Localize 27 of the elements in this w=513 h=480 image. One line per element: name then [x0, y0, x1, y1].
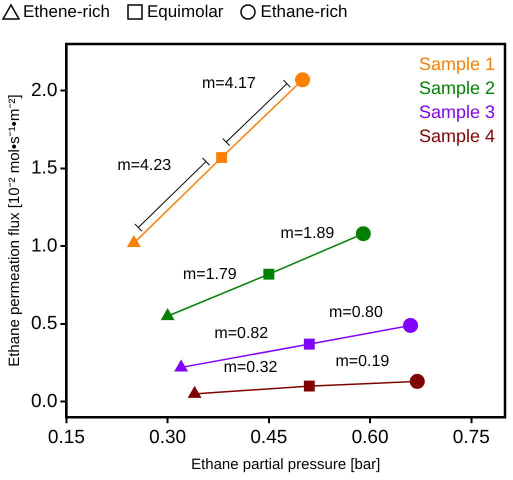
annotation: m=0.80	[329, 304, 383, 322]
text: Sample 3	[418, 101, 495, 124]
y-tick-label: 0.0	[30, 390, 58, 412]
annotation: m=1.79	[182, 266, 237, 284]
x-tick-label: 0.45	[250, 426, 288, 448]
text: Equimolar	[146, 2, 224, 22]
y-tick-label: 1.0	[30, 235, 58, 256]
text: Sample 4	[418, 125, 495, 148]
annotation: m=4.23	[117, 156, 172, 175]
x-tick-label: 0.30	[149, 426, 186, 448]
y-tick-label: 0.5	[30, 313, 58, 334]
y-axis-title: Ethane permeation flux [10⁻² mol•s⁻¹•m⁻²]	[6, 94, 24, 367]
text: Sample 1	[418, 53, 495, 76]
annotation: m=0.32	[224, 359, 278, 378]
text: Ethene-rich	[23, 2, 110, 22]
annotation: m=0.82	[214, 325, 268, 344]
text: Sample 2	[418, 77, 495, 100]
text: Ethane-rich	[260, 2, 348, 22]
annotation: m=1.89	[280, 224, 334, 243]
annotation: m=4.17	[202, 75, 256, 94]
x-axis-title: Ethane partial pressure [bar]	[191, 456, 380, 474]
x-tick-label: 0.75	[452, 426, 490, 448]
annotation: m=0.19	[335, 352, 390, 371]
x-tick-label: 0.60	[352, 426, 389, 448]
x-tick-label: 0.15	[48, 426, 85, 448]
y-tick-label: 2.0	[30, 80, 58, 101]
y-tick-label: 1.5	[30, 158, 58, 179]
